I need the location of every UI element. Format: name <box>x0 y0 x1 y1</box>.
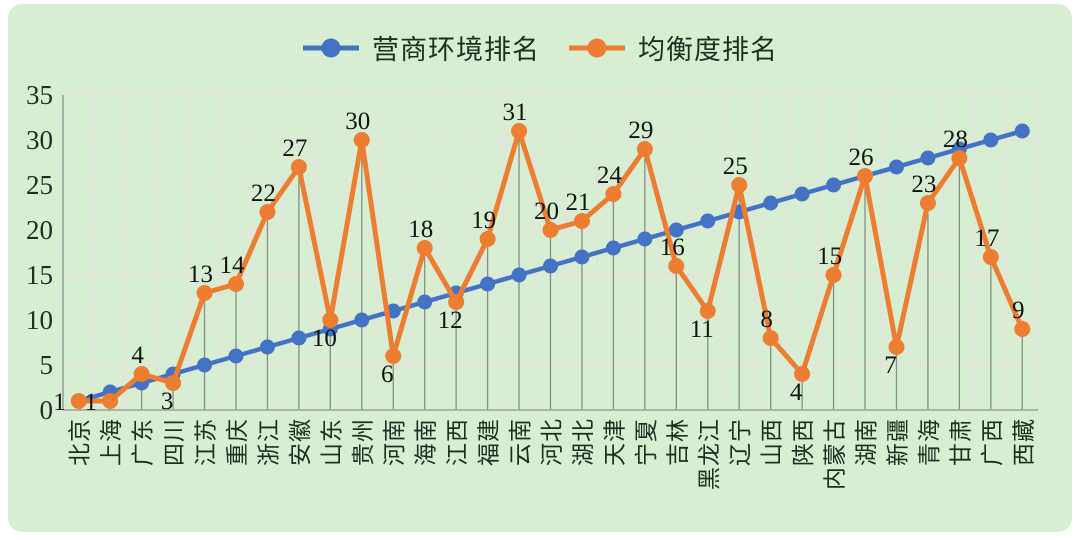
legend-item-business-env-rank[interactable]: 营商环境排名 <box>302 28 540 67</box>
chart-legend: 营商环境排名 均衡度排名 <box>8 28 1072 67</box>
svg-text:四川: 四川 <box>162 418 187 466</box>
axes <box>62 95 1038 411</box>
svg-text:海南: 海南 <box>414 418 439 466</box>
series-balance-rank <box>70 123 1031 409</box>
svg-text:山东: 山东 <box>319 418 344 466</box>
svg-text:22: 22 <box>251 180 276 207</box>
svg-text:30: 30 <box>345 108 370 135</box>
svg-text:30: 30 <box>26 125 53 155</box>
svg-text:江西: 江西 <box>445 418 470 466</box>
svg-text:20: 20 <box>26 215 53 245</box>
svg-text:上海: 上海 <box>99 418 124 466</box>
svg-text:青海: 青海 <box>917 418 942 466</box>
svg-text:28: 28 <box>943 126 968 153</box>
svg-text:10: 10 <box>26 305 53 335</box>
svg-text:25: 25 <box>26 170 53 200</box>
svg-text:天津: 天津 <box>602 418 627 466</box>
svg-text:10: 10 <box>312 325 337 352</box>
svg-text:北京: 北京 <box>68 418 93 466</box>
svg-text:29: 29 <box>628 117 653 144</box>
svg-text:甘肃: 甘肃 <box>948 418 973 466</box>
svg-text:5: 5 <box>40 350 54 380</box>
legend-label-balance-rank: 均衡度排名 <box>638 35 778 65</box>
svg-text:15: 15 <box>26 260 53 290</box>
svg-text:内蒙古: 内蒙古 <box>823 418 848 490</box>
svg-text:贵州: 贵州 <box>351 418 376 466</box>
svg-text:19: 19 <box>471 207 496 234</box>
svg-text:21: 21 <box>565 189 590 216</box>
svg-text:8: 8 <box>760 306 773 333</box>
svg-text:23: 23 <box>911 171 936 198</box>
svg-text:14: 14 <box>219 252 245 279</box>
svg-text:11: 11 <box>690 316 714 343</box>
svg-text:辽宁: 辽宁 <box>728 418 753 466</box>
svg-text:9: 9 <box>1012 297 1025 324</box>
svg-text:浙江: 浙江 <box>256 418 281 466</box>
svg-text:25: 25 <box>723 153 748 180</box>
svg-text:安徽: 安徽 <box>288 418 313 466</box>
svg-text:3: 3 <box>161 388 174 415</box>
svg-text:新疆: 新疆 <box>885 418 910 466</box>
svg-text:16: 16 <box>660 234 685 261</box>
svg-text:0: 0 <box>40 395 54 425</box>
svg-text:12: 12 <box>438 307 463 334</box>
svg-text:7: 7 <box>884 352 897 379</box>
svg-text:河南: 河南 <box>382 418 407 466</box>
svg-text:云南: 云南 <box>508 418 533 466</box>
plot-area: 0 5 10 15 20 25 30 35 北京 上海 广东 四川 江苏 重庆 浙江 安徽 山东 贵州 河南 海南 江西… <box>8 80 1072 532</box>
svg-text:24: 24 <box>597 162 623 189</box>
svg-text:湖南: 湖南 <box>854 418 879 466</box>
legend-label-business-env-rank: 营商环境排名 <box>372 35 540 65</box>
chart: 营商环境排名 均衡度排名 0 5 10 15 20 25 30 35 北京 上海 广东 四川 江苏 重庆浙… <box>8 4 1072 532</box>
svg-text:6: 6 <box>381 361 394 388</box>
line-marker-icon <box>569 38 625 57</box>
svg-text:1: 1 <box>85 389 98 416</box>
svg-text:18: 18 <box>408 216 433 243</box>
chart-plot-svg: 0 5 10 15 20 25 30 35 北京 上海 广东 四川 江苏 重庆 浙江 安徽 山东 贵州 河南 海南 江西… <box>26 80 1039 490</box>
line-marker-icon <box>303 38 359 57</box>
y-axis-labels: 0 5 10 15 20 25 30 35 <box>26 80 54 425</box>
svg-text:重庆: 重庆 <box>225 418 250 466</box>
svg-text:17: 17 <box>974 225 999 252</box>
svg-text:江苏: 江苏 <box>194 418 219 466</box>
svg-text:15: 15 <box>817 243 842 270</box>
svg-text:福建: 福建 <box>477 418 502 466</box>
svg-text:西藏: 西藏 <box>1011 418 1036 466</box>
svg-text:黑龙江: 黑龙江 <box>697 418 722 490</box>
svg-text:吉林: 吉林 <box>665 418 690 466</box>
svg-text:13: 13 <box>188 261 213 288</box>
x-axis-labels: 北京 上海 广东 四川 江苏 重庆 浙江 安徽 山东 贵州 河南 海南 江西 福建 云南 河北 湖北 天津 宁夏 吉林… <box>68 418 1037 490</box>
svg-text:陕西: 陕西 <box>791 418 816 466</box>
svg-text:27: 27 <box>282 135 307 162</box>
svg-text:1: 1 <box>53 389 66 416</box>
legend-item-balance-rank[interactable]: 均衡度排名 <box>568 28 778 67</box>
svg-text:20: 20 <box>534 198 559 225</box>
svg-text:31: 31 <box>503 99 528 126</box>
svg-text:26: 26 <box>849 144 874 171</box>
svg-text:4: 4 <box>131 342 144 369</box>
svg-text:山西: 山西 <box>760 418 785 466</box>
svg-text:宁夏: 宁夏 <box>634 418 659 466</box>
svg-text:广西: 广西 <box>980 418 1005 466</box>
svg-text:广东: 广东 <box>131 418 156 466</box>
svg-text:湖北: 湖北 <box>571 418 596 466</box>
svg-text:4: 4 <box>790 379 803 406</box>
svg-text:河北: 河北 <box>540 418 565 466</box>
svg-text:35: 35 <box>26 82 53 110</box>
